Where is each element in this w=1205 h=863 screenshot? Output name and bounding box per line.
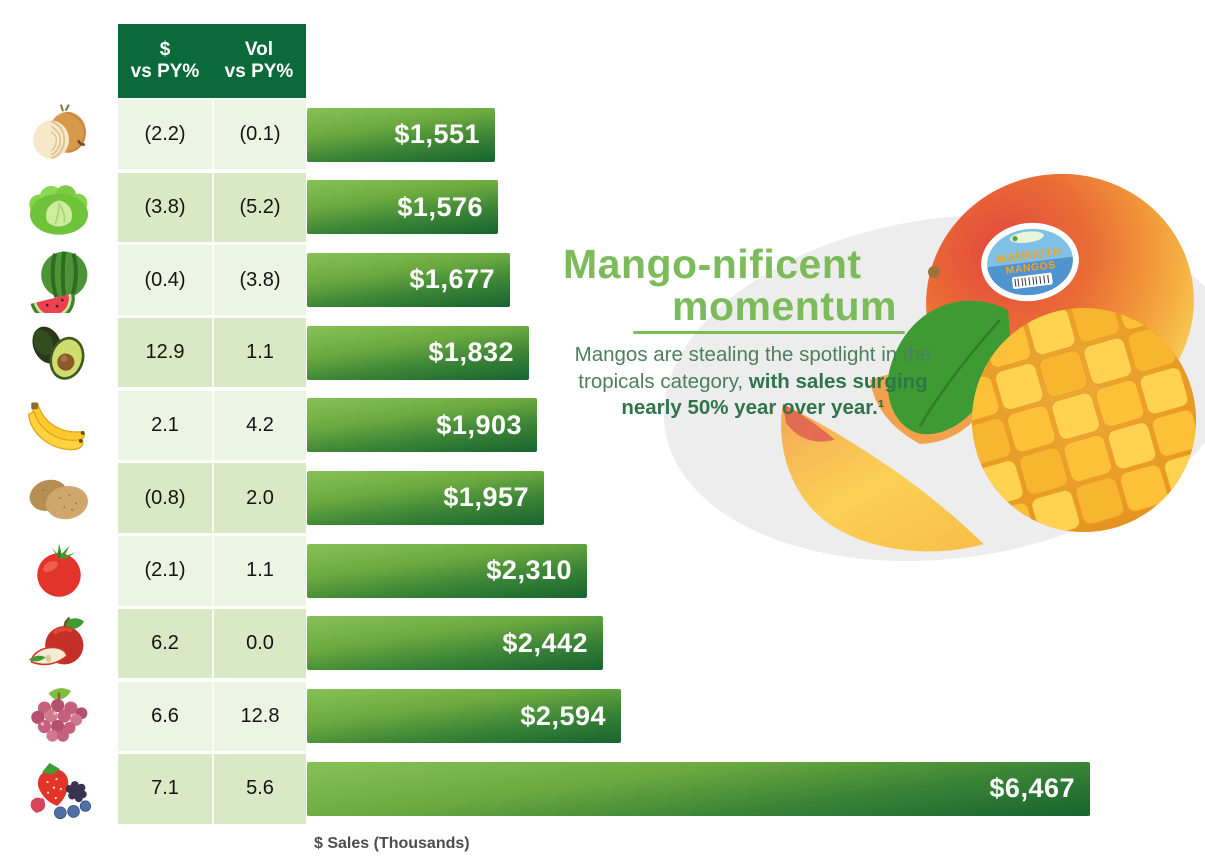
bar-track: $2,442 xyxy=(306,609,1205,678)
vol-vs-py-value: 1.1 xyxy=(212,536,306,606)
vol-vs-py-value: 5.6 xyxy=(212,754,306,824)
sales-bar: $6,467 xyxy=(307,761,1090,816)
bar-track: $1,576 xyxy=(306,173,1205,242)
mango-slice-front xyxy=(781,403,984,552)
header-line: vs PY% xyxy=(224,61,294,82)
bar-track: $2,310 xyxy=(306,536,1205,605)
callout-divider xyxy=(633,331,905,334)
sales-bar: $2,442 xyxy=(307,616,603,671)
callout-body-regular: Mangos are stealing the spotlight in the… xyxy=(574,343,932,393)
sales-bar: $1,576 xyxy=(307,180,498,235)
vol-vs-py-value: 0.0 xyxy=(212,608,306,679)
table-row: (2.2) (0.1) $1,551 xyxy=(0,100,1205,170)
callout-body-bold: with sales surging nearly 50% year over … xyxy=(621,369,928,420)
table-row: (0.8) 2.0 $1,957 xyxy=(0,463,1205,533)
sales-bar-label: $2,310 xyxy=(486,555,572,586)
watermelon-icon xyxy=(0,245,118,314)
bar-track: $1,957 xyxy=(306,463,1205,532)
sales-bar-label: $1,832 xyxy=(428,337,514,368)
grapes-icon xyxy=(0,682,118,751)
header-line: vs PY% xyxy=(130,61,200,82)
bar-track: $6,467 xyxy=(306,754,1205,823)
sales-bar-label: $2,594 xyxy=(520,700,606,731)
table-row: (2.1) 1.1 $2,310 xyxy=(0,536,1205,606)
sales-bar: $1,551 xyxy=(307,107,495,162)
callout-title-line1: Mango-nificent xyxy=(563,241,862,287)
dollar-vs-py-value: (2.2) xyxy=(118,100,212,170)
bar-track: $1,903 xyxy=(306,391,1205,460)
table-row: 2.1 4.2 $1,903 xyxy=(0,390,1205,461)
bar-track: $1,677 xyxy=(306,245,1205,314)
callout-title-line2: momentum xyxy=(672,283,897,329)
dollar-vs-py-value: 7.1 xyxy=(118,754,212,824)
sales-bar-label: $2,442 xyxy=(502,627,588,658)
dollar-vs-py-value: 6.2 xyxy=(118,608,212,679)
header-line: Vol xyxy=(244,39,274,60)
mango-sticker: MAMMOTH MANGOS xyxy=(981,222,1079,302)
vol-vs-py-value: 12.8 xyxy=(212,681,306,751)
header-line: $ xyxy=(159,39,171,60)
dollar-vs-py-header: $ vs PY% xyxy=(118,24,212,98)
vol-vs-py-value: (5.2) xyxy=(212,172,306,243)
table-row: 12.9 1.1 $1,832 xyxy=(0,318,1205,388)
avocado-icon xyxy=(0,318,118,387)
table-row: (3.8) (5.2) $1,576 xyxy=(0,172,1205,243)
dollar-vs-py-value: (0.4) xyxy=(118,245,212,315)
berries-icon xyxy=(0,754,118,823)
sales-bar: $1,677 xyxy=(307,252,510,307)
table-row: 6.6 12.8 $2,594 xyxy=(0,681,1205,751)
mango-stem xyxy=(928,266,940,278)
vol-vs-py-value: (3.8) xyxy=(212,245,306,315)
sales-bar: $1,832 xyxy=(307,325,529,380)
sales-bar-label: $1,957 xyxy=(443,482,529,513)
sales-bar: $2,594 xyxy=(307,689,621,743)
lettuce-icon xyxy=(0,173,118,242)
sales-bar: $2,310 xyxy=(307,543,587,598)
sales-bar-label: $1,903 xyxy=(436,409,522,440)
callout-body: Mangos are stealing the spotlight in the… xyxy=(572,342,934,422)
table-row: (0.4) (3.8) $1,677 xyxy=(0,245,1205,315)
bar-track: $1,551 xyxy=(306,100,1205,169)
dollar-vs-py-value: 12.9 xyxy=(118,318,212,388)
potato-icon xyxy=(0,463,118,532)
dollar-vs-py-value: (3.8) xyxy=(118,172,212,243)
apple-icon xyxy=(0,609,118,678)
sales-bar-label: $1,677 xyxy=(409,264,495,295)
vol-vs-py-value: 4.2 xyxy=(212,390,306,461)
vol-vs-py-value: 1.1 xyxy=(212,318,306,388)
bar-track: $2,594 xyxy=(306,682,1205,751)
vol-vs-py-value: (0.1) xyxy=(212,100,306,170)
mango-hero-image: MAMMOTH MANGOS xyxy=(663,173,1205,562)
dollar-vs-py-value: (0.8) xyxy=(118,463,212,533)
bar-track: $1,832 xyxy=(306,318,1205,387)
vol-vs-py-header: Vol vs PY% xyxy=(212,24,306,98)
sales-bar-label: $1,551 xyxy=(394,119,480,149)
dollar-vs-py-value: 2.1 xyxy=(118,390,212,461)
banana-icon xyxy=(0,391,118,460)
dollar-vs-py-value: (2.1) xyxy=(118,536,212,606)
vol-vs-py-value: 2.0 xyxy=(212,463,306,533)
table-header: $ vs PY% Vol vs PY% xyxy=(118,24,306,98)
table-row: 7.1 5.6 $6,467 xyxy=(0,754,1205,824)
table-row: 6.2 0.0 $2,442 xyxy=(0,608,1205,679)
x-axis-label: $ Sales (Thousands) xyxy=(314,835,470,852)
produce-sales-table: (2.2) (0.1) $1,551 (3.8) (5.2) $1,576 (0.4) (3.… xyxy=(0,100,1205,827)
onion-icon xyxy=(0,100,118,169)
sales-bar: $1,957 xyxy=(307,470,544,525)
dollar-vs-py-value: 6.6 xyxy=(118,681,212,751)
sales-bar-label: $6,467 xyxy=(989,773,1075,804)
sales-bar: $1,903 xyxy=(307,398,537,453)
sales-bar-label: $1,576 xyxy=(397,191,483,222)
tomato-icon xyxy=(0,536,118,605)
